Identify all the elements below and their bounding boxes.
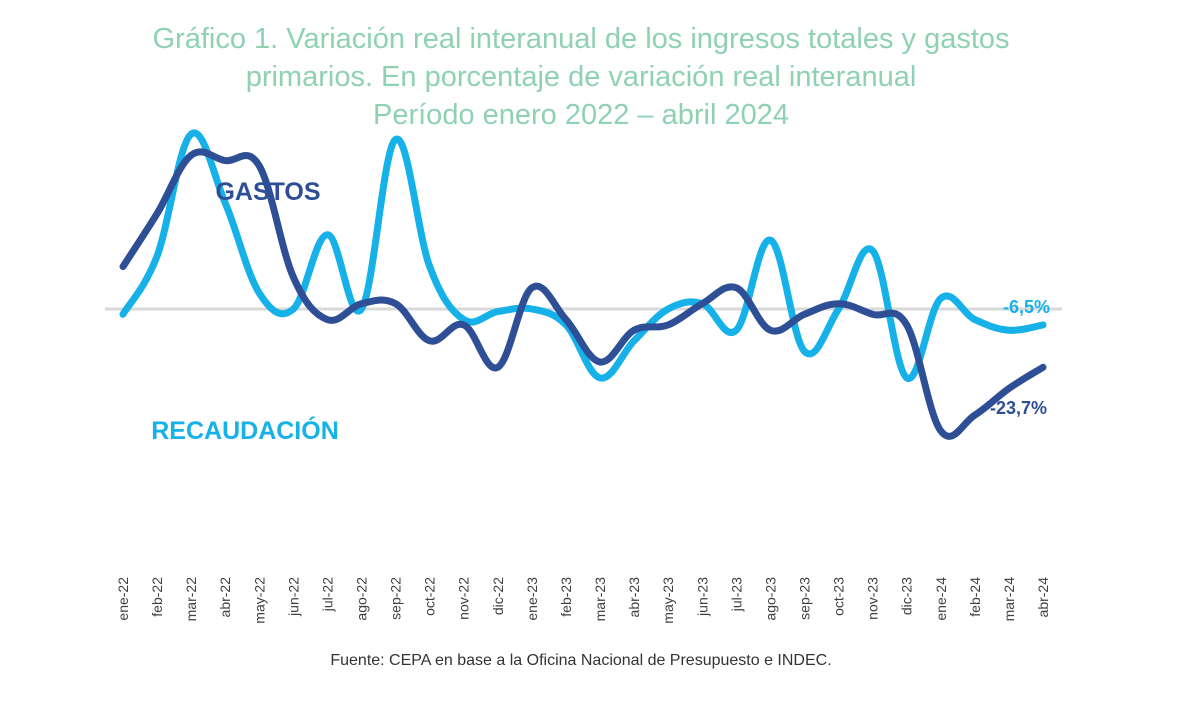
x-tick-label: mar-24	[1001, 577, 1017, 622]
x-tick-label: feb-22	[149, 577, 165, 617]
series-group	[119, 129, 1047, 440]
x-tick-label: ago-23	[762, 577, 778, 621]
x-tick-label: feb-24	[967, 577, 983, 617]
x-axis-tick-labels: ene-22 feb-22 mar-22 abr-22 may-22 jun-22 jul-…	[115, 577, 1051, 624]
x-tick-label: mar-23	[592, 577, 608, 622]
chart-title: Gráfico 1. Variación real interanual de …	[0, 20, 1162, 134]
x-tick-label: may-22	[251, 577, 267, 624]
chart-title-line-3: Período enero 2022 – abril 2024	[373, 99, 789, 131]
x-tick-label: jul-22	[319, 577, 335, 612]
chart-title-line-1: Gráfico 1. Variación real interanual de …	[152, 23, 1010, 55]
x-tick-label: ago-22	[354, 577, 370, 621]
x-tick-label: sep-23	[796, 577, 812, 620]
x-tick-label: nov-22	[456, 577, 472, 620]
x-tick-label: ene-23	[524, 577, 540, 621]
x-tick-label: feb-23	[558, 577, 574, 617]
x-tick-label: ene-22	[115, 577, 131, 621]
x-tick-label: dic-23	[899, 577, 915, 615]
x-tick-label: mar-22	[183, 577, 199, 622]
x-tick-label: ene-24	[933, 577, 949, 621]
x-tick-label: oct-23	[831, 577, 847, 616]
x-tick-label: may-23	[660, 577, 676, 624]
x-tick-label: jun-23	[694, 577, 710, 617]
x-tick-label: nov-23	[865, 577, 881, 620]
series-line-gastos	[119, 148, 1047, 440]
x-tick-label: abr-23	[626, 577, 642, 618]
x-tick-label: jul-23	[728, 577, 744, 612]
end-label-gastos: -23,7%	[990, 398, 1047, 418]
chart-title-line-2: primarios. En porcentaje de variación re…	[245, 61, 917, 93]
x-tick-label: abr-22	[217, 577, 233, 618]
series-label-recaudacion: RECAUDACIÓN	[151, 415, 339, 445]
x-tick-label: sep-22	[388, 577, 404, 620]
end-label-recaudacion: -6,5%	[1003, 297, 1050, 317]
x-tick-label: oct-22	[422, 577, 438, 616]
x-tick-label: abr-24	[1035, 577, 1051, 618]
x-tick-label: dic-22	[490, 577, 506, 615]
series-label-gastos: GASTOS	[215, 178, 320, 206]
source-note: Fuente: CEPA en base a la Oficina Nacion…	[330, 652, 832, 669]
x-tick-label: jun-22	[285, 577, 301, 617]
